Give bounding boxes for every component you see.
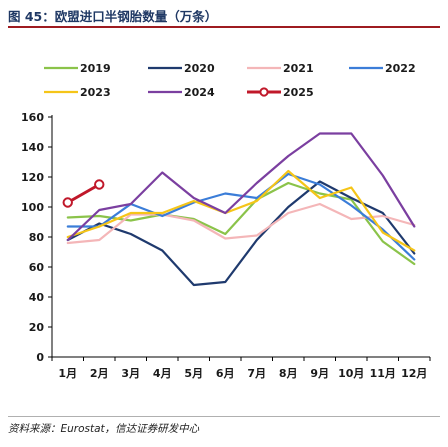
series-line-2024 xyxy=(66,132,416,242)
x-tick-label: 8月 xyxy=(279,367,298,380)
title-underline xyxy=(8,26,440,28)
y-tick-label: 120 xyxy=(21,171,44,184)
y-tick-label: 80 xyxy=(29,231,45,244)
series-line-2025 xyxy=(66,183,101,204)
figure-title: 图 45：欧盟进口半钢胎数量（万条） xyxy=(8,9,218,24)
x-tick-label: 4月 xyxy=(153,367,172,380)
x-tick-label: 5月 xyxy=(184,367,203,380)
x-tick-label: 9月 xyxy=(310,367,329,380)
x-tick-label: 3月 xyxy=(121,367,140,380)
legend-label-2021: 2021 xyxy=(283,62,314,75)
x-tick-label: 2月 xyxy=(90,367,109,380)
legend-label-2024: 2024 xyxy=(184,86,215,99)
x-tick-label: 10月 xyxy=(338,367,364,380)
data-point-2025 xyxy=(62,197,73,208)
y-tick-label: 100 xyxy=(21,201,44,214)
y-tick-label: 140 xyxy=(21,141,44,154)
x-tick-label: 12月 xyxy=(401,367,427,380)
data-point-2025 xyxy=(94,179,105,190)
series-line-2021 xyxy=(66,202,416,245)
legend-label-2019: 2019 xyxy=(80,62,111,75)
legend-label-2023: 2023 xyxy=(80,86,111,99)
figure-header: 图 45：欧盟进口半钢胎数量（万条） xyxy=(8,4,440,28)
x-tick-label: 11月 xyxy=(370,367,396,380)
legend-marker-2025 xyxy=(259,87,269,97)
y-tick-label: 160 xyxy=(21,111,44,124)
y-tick-label: 40 xyxy=(29,291,45,304)
x-tick-label: 6月 xyxy=(216,367,235,380)
y-tick-label: 0 xyxy=(36,351,44,364)
x-tick-label: 7月 xyxy=(247,367,266,380)
y-tick-label: 20 xyxy=(29,321,45,334)
series-line-2023 xyxy=(66,169,416,252)
legend-label-2025: 2025 xyxy=(283,86,314,99)
series-line-2022 xyxy=(66,172,416,261)
source-divider xyxy=(8,416,440,417)
series-line-2020 xyxy=(66,180,416,287)
legend-label-2022: 2022 xyxy=(385,62,416,75)
legend-label-2020: 2020 xyxy=(184,62,215,75)
x-tick-label: 1月 xyxy=(58,367,77,380)
figure-source: 资料来源：Eurostat，信达证券研发中心 xyxy=(8,423,200,435)
y-tick-label: 60 xyxy=(29,261,45,274)
